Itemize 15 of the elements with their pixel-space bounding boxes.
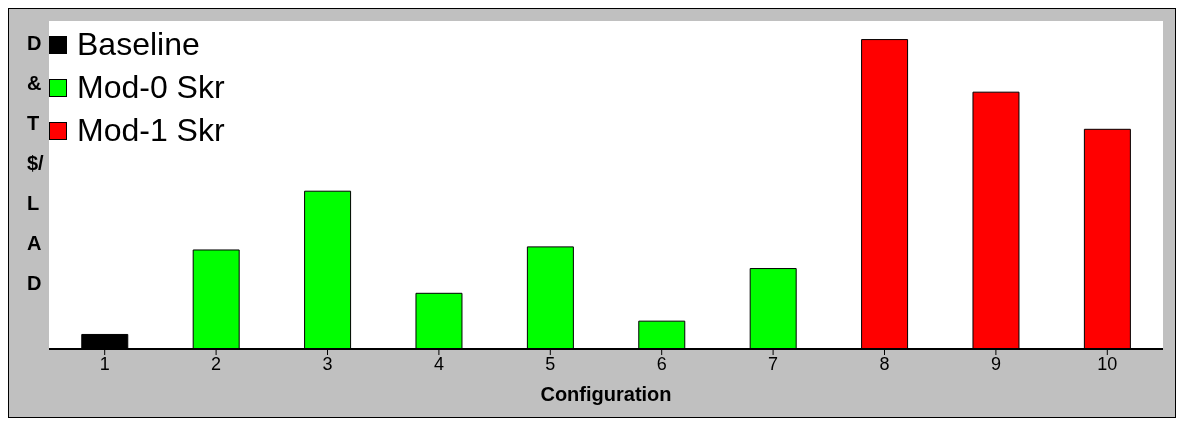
x-tick-label: 7 [768,353,779,374]
legend-label: Mod-1 Skr [77,111,225,150]
legend-label: Mod-0 Skr [77,68,225,107]
x-tick-label: 2 [211,353,222,374]
x-tick-label: 5 [545,353,556,374]
legend-label: Baseline [77,25,200,64]
x-tick-label: 4 [433,353,444,374]
x-tick-label: 9 [990,353,1001,374]
x-tick-label: 8 [879,353,890,374]
x-axis-title: Configuration [540,383,672,405]
x-tick-label: 10 [1097,353,1118,374]
y-axis-title: D&T$/LAD [27,31,44,296]
x-tick-label: 1 [99,353,110,374]
x-tick-label: 6 [656,353,667,374]
x-tick-label: 3 [322,353,333,374]
